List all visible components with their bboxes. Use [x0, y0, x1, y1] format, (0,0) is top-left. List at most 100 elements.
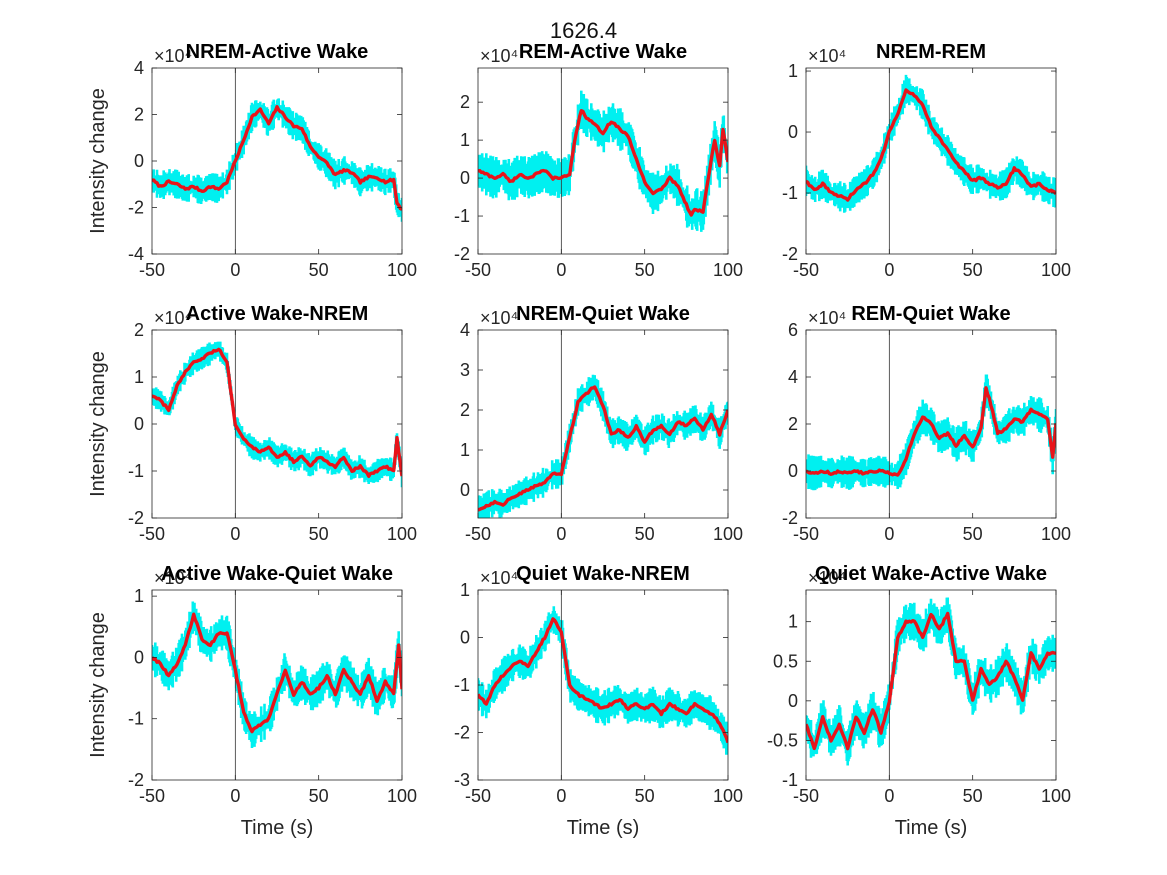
- axis-exponent: ×10⁴: [808, 308, 846, 328]
- x-tick-label: -50: [465, 786, 491, 806]
- axis-exponent: ×10⁴: [154, 46, 192, 66]
- x-tick-label: -50: [793, 260, 819, 280]
- x-tick-label: 50: [309, 524, 329, 544]
- axes-box: [805, 589, 1057, 781]
- x-tick-label: 100: [713, 524, 743, 544]
- axis-exponent: ×10⁴: [154, 308, 192, 328]
- axis-exponent: ×10⁴: [808, 46, 846, 66]
- subplot-6: -50 0 50 100 -2 0 2 4 6 ×10⁴ REM-Quiet Wake: [782, 303, 1071, 544]
- x-tick-label: 0: [230, 786, 240, 806]
- y-tick-label: -2: [782, 244, 798, 264]
- plot-area: [478, 330, 728, 518]
- y-tick-label: 1: [460, 130, 470, 150]
- y-tick-label: -2: [128, 508, 144, 528]
- y-tick-label: 1: [788, 612, 798, 632]
- subplot-title: NREM-Active Wake: [186, 41, 369, 63]
- axis-exponent: ×10⁴: [480, 568, 518, 588]
- x-tick-label: -50: [465, 524, 491, 544]
- x-tick-label: 0: [230, 260, 240, 280]
- subplot-title: Active Wake-NREM: [186, 303, 369, 325]
- y-tick-label: 0: [460, 480, 470, 500]
- x-tick-label: 100: [387, 786, 417, 806]
- x-tick-label: 100: [1041, 524, 1071, 544]
- error-band: [478, 606, 728, 755]
- x-tick-label: 100: [713, 786, 743, 806]
- y-tick-label: 4: [134, 58, 144, 78]
- mean-line: [152, 104, 402, 211]
- y-tick-label: 0: [788, 691, 798, 711]
- y-tick-label: 0: [134, 647, 144, 667]
- mean-line: [806, 386, 1056, 477]
- axes-box: [477, 67, 729, 255]
- axis-exponent: ×10⁴: [480, 308, 518, 328]
- y-tick-label: -2: [782, 508, 798, 528]
- mean-line: [478, 617, 728, 744]
- y-tick-label: -4: [128, 244, 144, 264]
- error-band: [152, 601, 402, 748]
- axis-exponent: ×10⁴: [480, 46, 518, 66]
- y-tick-label: 0: [134, 151, 144, 171]
- x-tick-label: 0: [556, 786, 566, 806]
- mean-line: [806, 611, 1056, 751]
- y-tick-label: 4: [460, 320, 470, 340]
- x-tick-label: -50: [139, 524, 165, 544]
- plot-area: [806, 590, 1056, 780]
- y-tick-label: -1: [128, 709, 144, 729]
- y-tick-label: 0: [788, 122, 798, 142]
- y-tick-label: 2: [134, 320, 144, 340]
- axes-box: [477, 589, 729, 781]
- y-tick-label: 2: [788, 414, 798, 434]
- x-tick-label: 100: [387, 260, 417, 280]
- plot-area: [478, 590, 728, 780]
- plot-area: [806, 330, 1056, 518]
- x-tick-label: 100: [713, 260, 743, 280]
- y-tick-label: 1: [134, 367, 144, 387]
- x-tick-label: 50: [309, 786, 329, 806]
- y-tick-label: -1: [454, 675, 470, 695]
- axes-box: [151, 589, 403, 781]
- y-tick-label: 3: [460, 360, 470, 380]
- x-tick-label: -50: [465, 260, 491, 280]
- x-tick-label: 50: [963, 786, 983, 806]
- y-tick-label: -1: [454, 206, 470, 226]
- y-tick-label: 0: [788, 461, 798, 481]
- subplot-title: NREM-REM: [876, 41, 986, 63]
- x-tick-label: 0: [884, 260, 894, 280]
- y-tick-label: -3: [454, 770, 470, 790]
- y-tick-label: 2: [134, 105, 144, 125]
- axes-box: [477, 329, 729, 519]
- x-tick-label: -50: [793, 524, 819, 544]
- subplot-2: -50 0 50 100 -2 -1 0 1 2 ×10⁴ REM-Active Wake: [454, 41, 743, 280]
- x-tick-label: 50: [635, 786, 655, 806]
- plot-area: [806, 68, 1056, 254]
- plot-area: [152, 68, 402, 254]
- x-axis-label: Time (s): [567, 817, 640, 839]
- y-tick-label: 0: [460, 628, 470, 648]
- plot-area: [152, 590, 402, 780]
- y-tick-label: 1: [134, 586, 144, 606]
- subplot-title: NREM-Quiet Wake: [516, 303, 690, 325]
- x-tick-label: 50: [635, 260, 655, 280]
- mean-line: [478, 385, 728, 512]
- error-band: [152, 98, 402, 222]
- y-tick-label: 0: [460, 168, 470, 188]
- error-band: [478, 374, 728, 518]
- axis-exponent: ×10⁴: [808, 568, 846, 588]
- y-tick-label: 0: [134, 414, 144, 434]
- y-tick-label: -2: [454, 723, 470, 743]
- plot-area: [152, 330, 402, 518]
- figure-suptitle: 1626.4: [549, 18, 618, 43]
- subplot-title: REM-Active Wake: [519, 41, 687, 63]
- x-tick-label: 50: [963, 524, 983, 544]
- x-tick-label: 100: [387, 524, 417, 544]
- subplot-title: Quiet Wake-NREM: [516, 563, 690, 585]
- error-band: [152, 341, 402, 488]
- y-tick-label: 1: [460, 580, 470, 600]
- axis-exponent: ×10⁴: [154, 568, 192, 588]
- subplot-title: Active Wake-Quiet Wake: [161, 563, 393, 585]
